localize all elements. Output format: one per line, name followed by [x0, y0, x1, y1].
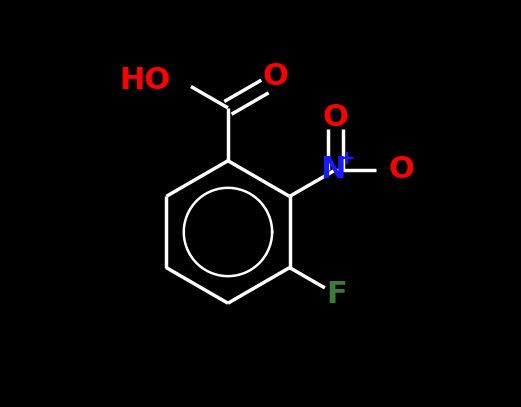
Text: O: O [388, 155, 414, 184]
Text: O: O [322, 103, 349, 132]
Text: +: + [339, 149, 355, 168]
Text: HO: HO [119, 66, 170, 95]
Text: −: − [396, 150, 413, 169]
Text: O: O [262, 62, 288, 91]
Text: N: N [321, 155, 346, 184]
Text: F: F [326, 280, 346, 309]
